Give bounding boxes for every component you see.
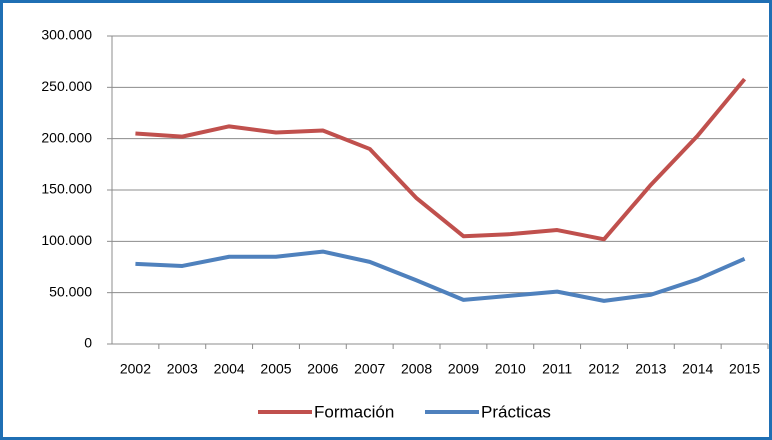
x-tick-label: 2010 — [495, 361, 526, 377]
legend-label: Prácticas — [481, 402, 551, 421]
y-tick-label: 150.000 — [41, 181, 92, 197]
x-tick-label: 2014 — [682, 361, 713, 377]
x-tick-label: 2004 — [214, 361, 245, 377]
y-tick-label: 50.000 — [49, 283, 92, 299]
series-line — [135, 77, 747, 242]
y-tick-label: 100.000 — [41, 232, 92, 248]
x-tick-label: 2002 — [120, 361, 151, 377]
x-tick-label: 2013 — [635, 361, 666, 377]
x-tick-label: 2015 — [729, 361, 760, 377]
y-tick-label: 200.000 — [41, 129, 92, 145]
x-tick-label: 2012 — [588, 361, 619, 377]
x-tick-label: 2009 — [448, 361, 479, 377]
series-line — [135, 249, 746, 303]
x-tick-label: 2006 — [307, 361, 338, 377]
y-tick-label: 0 — [84, 335, 92, 351]
x-tick-label: 2005 — [260, 361, 291, 377]
x-tick-label: 2011 — [542, 361, 572, 377]
y-tick-label: 250.000 — [41, 78, 92, 94]
legend-label: Formación — [314, 402, 394, 421]
y-tick-label: 300.000 — [41, 27, 92, 43]
x-tick-label: 2007 — [354, 361, 385, 377]
x-tick-label: 2003 — [167, 361, 198, 377]
x-tick-label: 2008 — [401, 361, 432, 377]
